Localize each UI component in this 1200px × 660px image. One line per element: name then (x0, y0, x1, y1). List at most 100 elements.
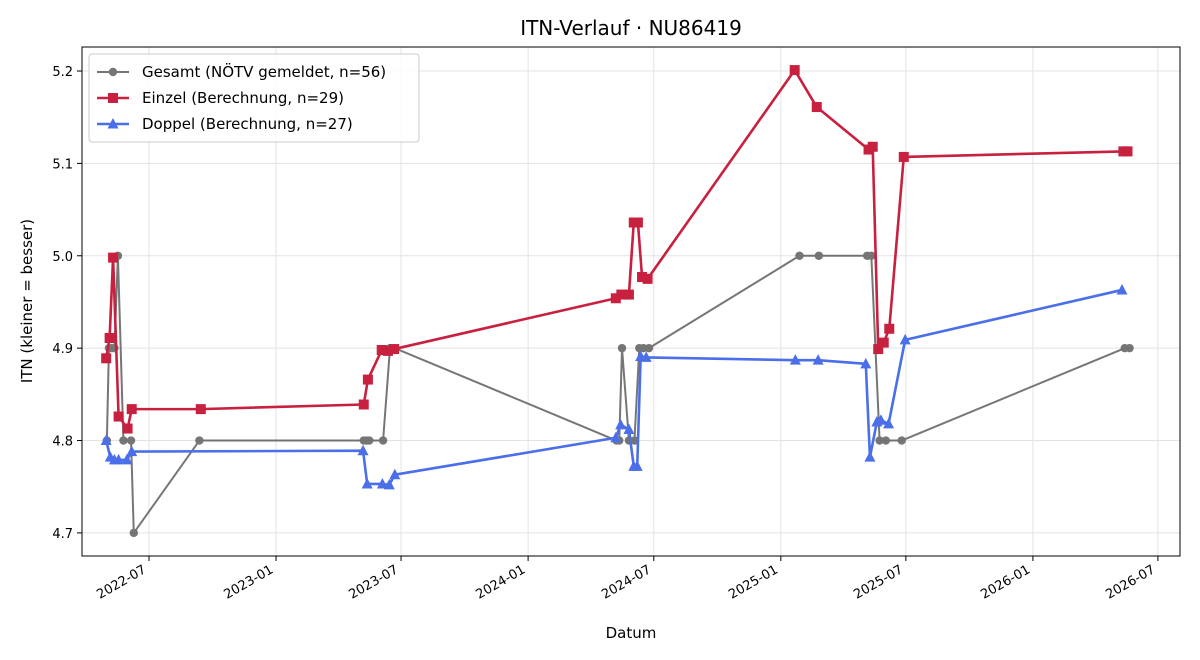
x-tick-label: 2023-01 (221, 562, 276, 602)
data-point-doppel (126, 445, 138, 457)
data-point-doppel (383, 478, 395, 490)
data-point-doppel (357, 444, 369, 456)
data-point-einzel (122, 423, 133, 434)
data-point-einzel (811, 102, 822, 113)
data-point-einzel (101, 353, 112, 364)
data-point-doppel (899, 333, 911, 345)
data-point-einzel (1122, 146, 1133, 157)
data-point-einzel (113, 411, 124, 422)
data-point-doppel (883, 417, 895, 429)
x-tick-label: 2023-07 (346, 562, 401, 602)
x-tick-label: 2026-07 (1103, 562, 1158, 602)
data-point-einzel (637, 272, 648, 283)
data-point-einzel (376, 344, 387, 355)
legend: Gesamt (NÖTV gemeldet, n=56) Einzel (Bere… (88, 53, 420, 143)
data-point-doppel (100, 434, 112, 446)
data-point-einzel (898, 151, 909, 162)
chart-title: ITN-Verlauf · NU86419 (520, 16, 742, 40)
x-tick-label: 2026-01 (978, 562, 1033, 602)
y-tick-label: 4.9 (52, 342, 73, 357)
data-point-gesamt (897, 436, 906, 445)
x-tick-label: 2024-01 (474, 562, 529, 602)
data-point-einzel (884, 323, 895, 334)
series-layer (100, 65, 1134, 538)
y-tick-label: 4.7 (52, 527, 73, 542)
x-tick-label: 2024-07 (599, 562, 654, 602)
y-tick-label: 5.0 (52, 250, 73, 265)
data-point-doppel (389, 468, 401, 480)
plot-frame (81, 46, 1181, 557)
legend-item-gesamt (97, 67, 129, 77)
data-point-einzel (389, 344, 400, 355)
data-point-einzel (104, 332, 115, 343)
data-point-gesamt (644, 343, 654, 353)
data-point-doppel (121, 453, 133, 465)
data-point-doppel (361, 477, 373, 489)
data-point-doppel (615, 418, 627, 430)
data-point-gesamt (365, 436, 374, 445)
data-point-gesamt (867, 251, 876, 260)
data-point-gesamt (617, 343, 627, 353)
data-point-doppel (875, 414, 887, 425)
data-point-einzel (616, 289, 627, 300)
data-point-einzel (362, 374, 373, 385)
data-point-einzel (878, 337, 889, 348)
y-axis-title: ITN (kleiner = besser) (18, 219, 36, 383)
x-tick-label: 2022-07 (94, 562, 149, 602)
data-point-einzel (382, 345, 393, 356)
data-point-gesamt (119, 436, 128, 445)
data-point-gesamt (195, 436, 204, 445)
data-point-einzel (610, 293, 621, 304)
data-point-einzel (873, 344, 884, 355)
data-point-doppel (789, 354, 801, 365)
data-point-einzel (789, 65, 800, 76)
data-point-doppel (610, 431, 622, 443)
data-point-gesamt (630, 436, 639, 445)
legend-swatch-marker (107, 118, 119, 129)
data-point-einzel (195, 404, 206, 415)
data-point-doppel (860, 357, 872, 369)
data-point-doppel (113, 453, 125, 465)
legend-item-doppel (97, 118, 129, 129)
data-point-gesamt (1125, 343, 1134, 353)
legend-swatch-marker (108, 67, 118, 77)
legend-label: Doppel (Berechnung, n=27) (142, 115, 353, 133)
data-point-doppel (640, 351, 652, 362)
y-tick-label: 4.8 (52, 435, 73, 450)
data-point-gesamt (814, 251, 824, 260)
legend-label: Einzel (Berechnung, n=29) (142, 89, 344, 107)
x-tick-label: 2025-01 (726, 562, 781, 602)
data-point-gesamt (129, 528, 138, 538)
data-point-doppel (631, 460, 643, 471)
data-point-einzel (867, 141, 878, 152)
data-point-doppel (623, 423, 635, 434)
data-point-einzel (632, 217, 643, 228)
data-point-doppel (864, 451, 876, 462)
x-tick-label: 2025-07 (851, 562, 906, 602)
legend-label: Gesamt (NÖTV gemeldet, n=56) (142, 62, 386, 81)
legend-item-einzel (97, 93, 129, 103)
series-line-doppel (104, 288, 1123, 487)
data-point-einzel (108, 252, 119, 263)
series-doppel (100, 283, 1128, 490)
legend-swatch-marker (108, 93, 118, 103)
data-point-gesamt (378, 436, 388, 445)
data-point-doppel (376, 477, 388, 489)
data-point-doppel (812, 354, 824, 365)
series-einzel (101, 65, 1133, 434)
y-axis-ticks: 4.7 4.8 4.9 5.0 5.1 5.2 (52, 65, 82, 542)
data-point-doppel (1116, 283, 1128, 295)
data-point-gesamt (881, 436, 891, 445)
data-point-einzel (642, 273, 653, 284)
x-axis-ticks: 2022-07 2023-01 2023-07 2024-01 2024-07 2025-… (94, 556, 1159, 603)
data-point-einzel (358, 399, 369, 410)
data-point-einzel (126, 404, 137, 415)
data-point-einzel (623, 289, 634, 300)
y-tick-label: 5.1 (52, 157, 73, 172)
data-point-gesamt (875, 436, 884, 445)
y-tick-label: 5.2 (52, 65, 73, 80)
legend-box (88, 53, 420, 143)
x-axis-title: Datum (606, 624, 657, 642)
data-point-gesamt (126, 436, 136, 445)
